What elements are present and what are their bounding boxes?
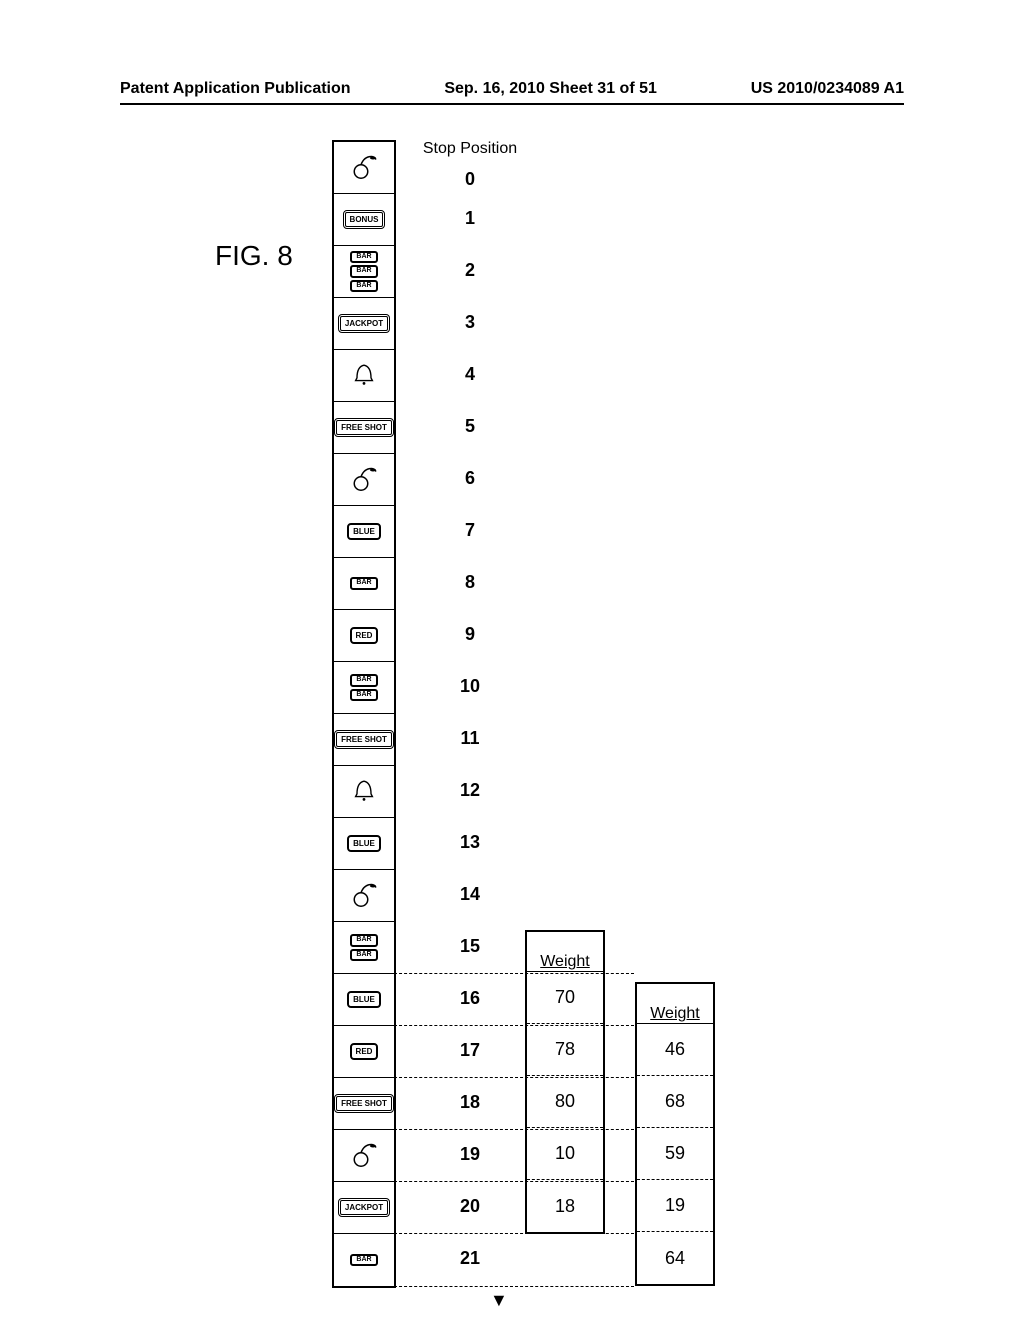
stop-position-header: Stop Position — [415, 140, 525, 166]
seven-symbol: RED — [350, 1043, 379, 1060]
header-right: US 2010/0234089 A1 — [751, 80, 904, 98]
reel-symbol: BAR — [334, 558, 394, 610]
stop-position-value: 21 — [415, 1232, 525, 1284]
weight-value: 46 — [637, 1024, 713, 1076]
reel-symbol: JACKPOT — [334, 1182, 394, 1234]
weight-column-2: Weight 4668591964 — [635, 982, 715, 1286]
cherry-icon — [349, 464, 379, 496]
weight-value: 64 — [637, 1232, 713, 1284]
stop-position-value: 12 — [415, 764, 525, 816]
stop-position-value: 8 — [415, 556, 525, 608]
weight2-header: Weight — [637, 984, 713, 1024]
stop-position-value: 18 — [415, 1076, 525, 1128]
stop-position-value: 17 — [415, 1024, 525, 1076]
reel-strip: BONUSBARBARBARJACKPOTFREE SHOTBLUEBARRED… — [332, 140, 396, 1288]
reel-symbol: FREE SHOT — [334, 714, 394, 766]
stop-position-value: 20 — [415, 1180, 525, 1232]
reel-symbol — [334, 350, 394, 402]
header-center: Sep. 16, 2010 Sheet 31 of 51 — [444, 80, 657, 98]
reel-symbol: BARBARBAR — [334, 246, 394, 298]
weight-value: 59 — [637, 1128, 713, 1180]
seven-symbol: BLUE — [347, 835, 381, 852]
text-symbol: FREE SHOT — [334, 418, 394, 437]
page-header: Patent Application Publication Sep. 16, … — [120, 80, 904, 105]
weight-value: 68 — [637, 1076, 713, 1128]
stop-position-value: 10 — [415, 660, 525, 712]
seven-symbol: RED — [350, 627, 379, 644]
bell-icon — [350, 777, 378, 807]
bar-icon: BAR — [350, 1254, 377, 1266]
stop-position-value: 16 — [415, 972, 525, 1024]
text-symbol: BONUS — [343, 210, 386, 229]
stop-position-value: 14 — [415, 868, 525, 920]
text-symbol: JACKPOT — [338, 314, 390, 333]
weight-value: 80 — [527, 1076, 603, 1128]
down-arrow-icon: ▼ — [490, 1290, 508, 1311]
reel-symbol: RED — [334, 1026, 394, 1078]
stop-position-value: 0 — [415, 166, 525, 192]
reel-symbol — [334, 870, 394, 922]
reel-symbol — [334, 1130, 394, 1182]
reel-symbol: BLUE — [334, 818, 394, 870]
stop-position-value: 3 — [415, 296, 525, 348]
weight-value: 70 — [527, 972, 603, 1024]
figure-label: FIG. 8 — [215, 240, 293, 272]
text-symbol: JACKPOT — [338, 1198, 390, 1217]
cherry-icon — [349, 880, 379, 912]
text-symbol: FREE SHOT — [334, 730, 394, 749]
weight1-header: Weight — [527, 932, 603, 972]
stop-position-value: 6 — [415, 452, 525, 504]
reel-symbol — [334, 454, 394, 506]
text-symbol: FREE SHOT — [334, 1094, 394, 1113]
double-bar-icon: BARBAR — [350, 934, 377, 961]
reel-symbol: BAR — [334, 1234, 394, 1286]
triple-bar-icon: BARBARBAR — [350, 251, 377, 292]
reel-symbol: BLUE — [334, 506, 394, 558]
reel-symbol — [334, 142, 394, 194]
reel-symbol: FREE SHOT — [334, 402, 394, 454]
weight-value: 78 — [527, 1024, 603, 1076]
reel-symbol: JACKPOT — [334, 298, 394, 350]
double-bar-icon: BARBAR — [350, 674, 377, 701]
reel-symbol: BARBAR — [334, 662, 394, 714]
seven-symbol: BLUE — [347, 991, 381, 1008]
reel-symbol: BONUS — [334, 194, 394, 246]
bell-icon — [350, 361, 378, 391]
cherry-icon — [349, 152, 379, 184]
reel-symbol: BLUE — [334, 974, 394, 1026]
stop-position-value: 19 — [415, 1128, 525, 1180]
stop-position-value: 7 — [415, 504, 525, 556]
weight-value: 19 — [637, 1180, 713, 1232]
reel-symbol — [334, 766, 394, 818]
reel-symbol: RED — [334, 610, 394, 662]
reel-symbol: BARBAR — [334, 922, 394, 974]
stop-position-column: Stop Position 01234567891011121314151617… — [415, 140, 525, 1284]
cherry-icon — [349, 1140, 379, 1172]
header-left: Patent Application Publication — [120, 80, 351, 98]
bar-icon: BAR — [350, 577, 377, 589]
stop-position-value: 15 — [415, 920, 525, 972]
stop-position-value: 9 — [415, 608, 525, 660]
weight-value: 18 — [527, 1180, 603, 1232]
stop-position-value: 11 — [415, 712, 525, 764]
weight-value: 10 — [527, 1128, 603, 1180]
stop-position-value: 4 — [415, 348, 525, 400]
reel-symbol: FREE SHOT — [334, 1078, 394, 1130]
weight-column-1: Weight 7078801018 — [525, 930, 605, 1234]
stop-position-value: 13 — [415, 816, 525, 868]
stop-position-value: 5 — [415, 400, 525, 452]
seven-symbol: BLUE — [347, 523, 381, 540]
stop-position-value: 2 — [415, 244, 525, 296]
stop-position-value: 1 — [415, 192, 525, 244]
